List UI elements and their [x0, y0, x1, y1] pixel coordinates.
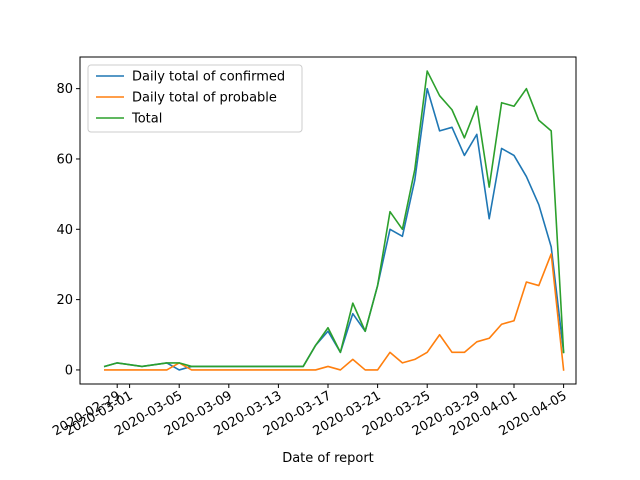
series-line-3	[103, 70, 565, 368]
series-lines	[103, 70, 565, 371]
y-tick-label: 40	[56, 223, 73, 238]
y-axis-ticks: 0 20 40 60 80	[56, 82, 80, 378]
x-axis-label: Date of report	[282, 451, 374, 466]
legend-entry-label: Daily total of probable	[132, 91, 277, 106]
plot-frame	[79, 56, 577, 385]
legend: Daily total of confirmed Daily total of p…	[87, 64, 303, 133]
legend-box	[87, 64, 303, 133]
y-tick-label: 0	[65, 363, 73, 378]
legend-entry-label: Daily total of confirmed	[132, 70, 285, 85]
y-tick-label: 20	[56, 293, 73, 308]
y-tick-label: 80	[56, 82, 73, 97]
legend-entry-label: Total	[131, 112, 162, 127]
y-tick-label: 60	[56, 152, 73, 167]
